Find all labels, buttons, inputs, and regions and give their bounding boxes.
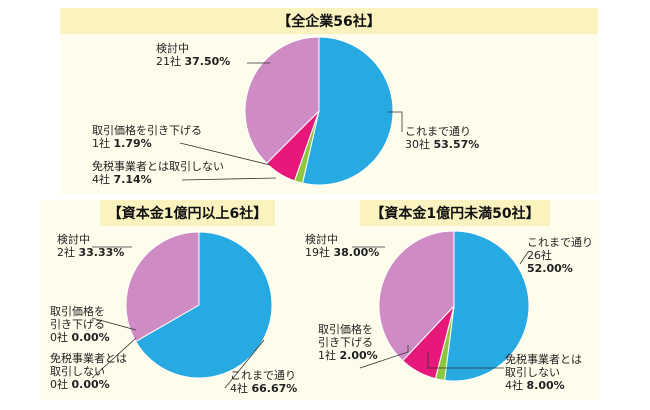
leader-line bbox=[179, 142, 271, 166]
leader-line bbox=[427, 352, 504, 369]
slice-kentouchu bbox=[244, 36, 320, 165]
label-no-trade: 免税事業者とは 取引しない 0社 0.00% bbox=[50, 352, 127, 391]
leader-line bbox=[91, 337, 137, 379]
chart-title: 【資本金1億円未満50社】 bbox=[360, 200, 550, 226]
label-as-before: これまで通り 4社 66.67% bbox=[230, 369, 298, 395]
label-no-trade: 免税事業者とは 取引しない 4社 8.00% bbox=[505, 353, 582, 392]
leader-line bbox=[359, 345, 409, 369]
label-as-before: これまで通り 26社 52.00% bbox=[527, 236, 593, 275]
label-price-cut: 取引価格を 引き下げる 1社 2.00% bbox=[318, 323, 378, 362]
slice-as-before bbox=[301, 36, 394, 186]
label-kentouchu: 検討中 21社 37.50% bbox=[156, 42, 231, 68]
leader-line bbox=[519, 251, 529, 265]
leader-line bbox=[181, 177, 277, 181]
label-no-trade: 免税事業者とは取引しない 4社 7.14% bbox=[92, 160, 224, 186]
slice-kentouchu bbox=[125, 231, 200, 343]
leader-line bbox=[388, 111, 403, 132]
label-as-before: これまで通り 30社 53.57% bbox=[405, 125, 480, 151]
label-kentouchu: 検討中 2社 33.33% bbox=[57, 233, 125, 259]
label-price-cut: 取引価格を引き下げる 1社 1.79% bbox=[92, 124, 202, 150]
leader-line bbox=[91, 317, 137, 331]
chart-title: 【資本金1億円以上6社】 bbox=[100, 200, 275, 226]
slice-kentouchu bbox=[378, 230, 455, 362]
slice-as-before bbox=[135, 231, 273, 379]
label-kentouchu: 検討中 19社 38.00% bbox=[305, 233, 380, 259]
chart-title: 【全企業56社】 bbox=[60, 8, 598, 34]
leader-line bbox=[224, 339, 265, 389]
slice-as-before bbox=[444, 230, 530, 382]
label-price-cut: 取引価格を 引き下げる 0社 0.00% bbox=[50, 305, 110, 344]
